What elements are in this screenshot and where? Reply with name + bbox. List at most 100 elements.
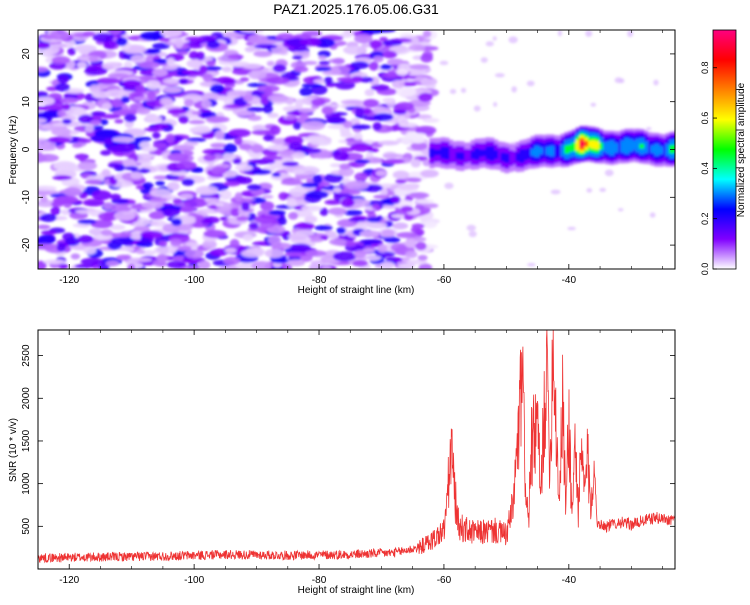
spectrogram-cell: [77, 114, 94, 124]
spectrogram-cell: [152, 142, 168, 149]
spectrogram-cell: [110, 203, 132, 213]
spectrogram-cell: [100, 229, 113, 236]
spectrogram-band-cell: [463, 148, 469, 164]
spectrogram-band-cell: [590, 140, 596, 149]
snr-x-label: Height of straight line (km): [298, 585, 415, 596]
spectrogram-cell: [167, 108, 187, 115]
spectrogram-cell: [186, 137, 207, 143]
spectrogram-cell: [162, 208, 180, 217]
spectrogram-cell: [186, 59, 204, 68]
spectrogram-cell: [249, 197, 267, 204]
spectrogram-cell: [48, 136, 71, 144]
spectrogram-cell: [362, 99, 379, 108]
spectrogram-cell: [50, 206, 61, 216]
spectrogram-cell: [200, 216, 220, 224]
spectrogram-cell: [350, 61, 369, 69]
spectrogram-cell: [184, 39, 207, 49]
spectrogram-cell: [179, 193, 194, 200]
spectrogram-cell: [585, 30, 593, 37]
spectrogram-cell: [396, 231, 418, 239]
spectrogram-cell: [354, 159, 371, 164]
spectrogram-cell: [375, 170, 387, 177]
spectrogram-band-cell: [564, 145, 570, 154]
spectrogram-cell: [222, 170, 238, 177]
spectrogram-cell: [114, 210, 136, 221]
spectrogram-cell: [567, 226, 576, 231]
spectrogram-cell: [422, 118, 440, 123]
spectrogram-cell: [254, 43, 278, 49]
spectrogram-cell: [286, 115, 298, 120]
spectrogram-cell: [373, 194, 390, 199]
spectrogram-cell: [200, 92, 220, 102]
spectrogram-cell: [384, 237, 401, 244]
spectrogram-cell: [319, 207, 329, 217]
spectrogram-cell: [318, 55, 327, 61]
spectrogram-band-cell: [616, 139, 622, 156]
snr-x-tick-label: -100: [184, 575, 204, 586]
spectrogram-cell: [311, 98, 326, 107]
spectrogram-band-cell: [568, 144, 574, 152]
spectrogram-cell: [439, 60, 449, 66]
spectrogram-cell: [270, 258, 289, 264]
spectrogram-cell: [163, 86, 182, 94]
spectrogram-cell: [228, 128, 251, 138]
spectrogram-cell: [38, 42, 51, 49]
spectrogram-band-cell: [628, 139, 634, 152]
spectrogram-band-cell: [661, 142, 667, 158]
spectrogram-cell: [111, 98, 124, 108]
spectrogram-cell: [210, 84, 225, 94]
spectrogram-cell: [386, 58, 405, 66]
spectrogram-cell: [251, 158, 276, 165]
spectrogram-band-cell: [534, 145, 540, 157]
spectrogram-cell: [162, 78, 180, 85]
spectrogram-y-tick-label: 0: [21, 146, 32, 152]
spectrogram-cell: [38, 139, 51, 149]
spectrogram-cell: [138, 61, 160, 69]
spectrogram-cell: [77, 138, 92, 144]
spectrogram-cell: [260, 201, 275, 211]
spectrogram-cell: [102, 202, 113, 210]
spectrogram-cell: [254, 39, 278, 45]
spectrogram-cell: [373, 55, 384, 63]
spectrogram-cell: [232, 158, 242, 165]
spectrogram-cell: [173, 144, 195, 152]
spectrogram-cell: [424, 203, 439, 209]
spectrogram-cell: [251, 261, 272, 269]
spectrogram-cell: [62, 103, 71, 111]
spectrogram-band-cell: [545, 146, 551, 155]
spectrogram-x-tick-label: -120: [59, 275, 79, 286]
spectrogram-cell: [353, 249, 367, 259]
spectrogram-cell: [80, 257, 104, 266]
spectrogram-band-cell: [440, 146, 446, 159]
spectrogram-cell: [240, 30, 265, 33]
spectrogram-y-tick-label: 20: [21, 48, 32, 60]
spectrogram-cell: [52, 175, 72, 181]
spectrogram-cell: [51, 43, 60, 54]
spectrogram-cell: [124, 113, 137, 123]
spectrogram-cell: [116, 254, 131, 261]
spectrogram-band-cell: [451, 147, 457, 163]
spectrogram-cell: [263, 134, 275, 142]
spectrogram-cell: [312, 174, 323, 184]
spectrogram-cell: [97, 212, 120, 221]
spectrogram-cell: [116, 142, 136, 153]
spectrogram-cell: [195, 185, 219, 196]
spectrogram-cell: [64, 88, 84, 94]
spectrogram-cell: [259, 96, 269, 105]
spectrogram-band-cell: [459, 152, 465, 160]
spectrogram-cell: [77, 219, 97, 225]
spectrogram-cell: [89, 120, 102, 125]
spectrogram-cell: [236, 216, 249, 222]
spectrogram-cell: [381, 159, 405, 164]
spectrogram-cell: [321, 265, 332, 269]
spectrogram-cell: [289, 243, 311, 252]
spectrogram-cell: [268, 210, 286, 216]
snr-panel: -120 -100 -80 -60 -40 500 1000 1500 2000 2500 He…: [8, 329, 676, 596]
spectrogram-cell: [382, 72, 400, 79]
spectrogram-cell: [172, 198, 182, 204]
spectrogram-cell: [248, 222, 259, 230]
spectrogram-cell: [309, 237, 324, 243]
colorbar-ticks: 0.0 0.2 0.4 0.6 0.8: [700, 61, 717, 275]
spectrogram-cell: [338, 167, 355, 177]
spectrogram-noise-blobs: [38, 30, 661, 269]
